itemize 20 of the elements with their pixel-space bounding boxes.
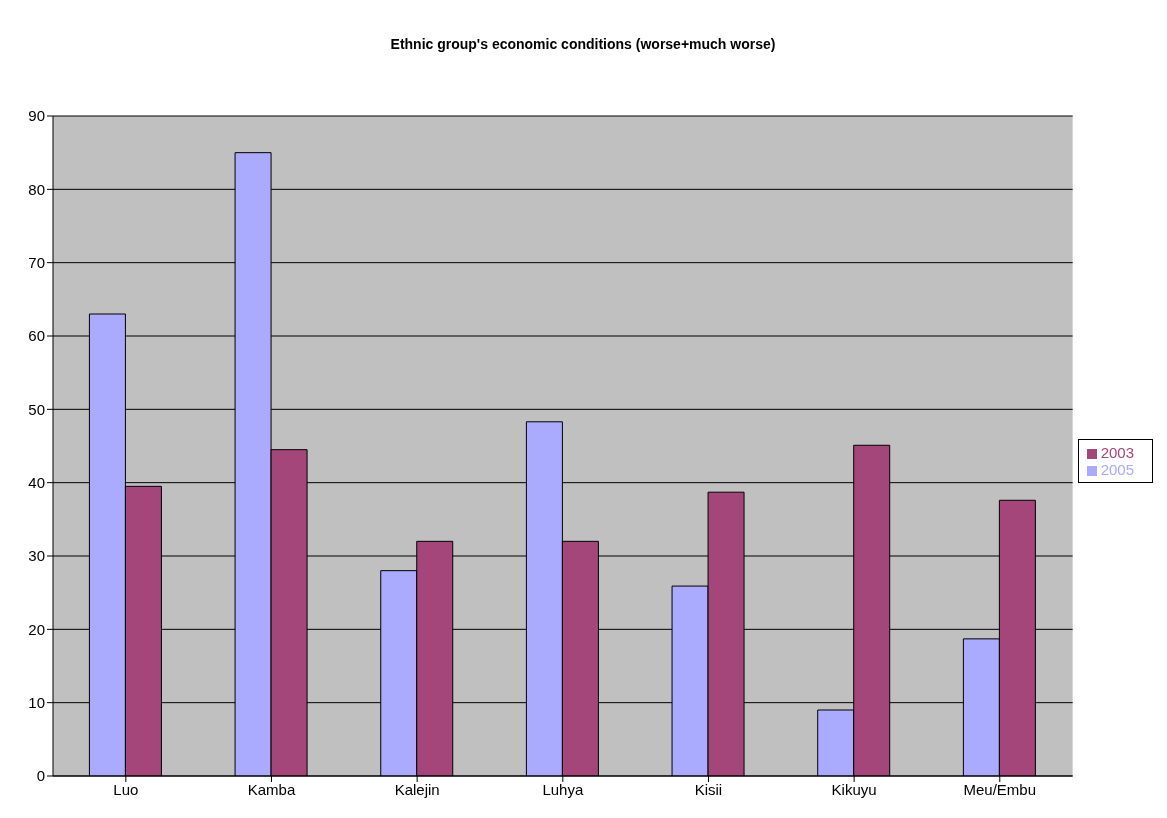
y-tick-label: 60 bbox=[28, 327, 45, 345]
legend-label: 2003 bbox=[1100, 444, 1134, 461]
x-tick-label: Kalejin bbox=[394, 780, 440, 798]
y-tick-label: 40 bbox=[28, 473, 45, 491]
y-tick-label: 30 bbox=[28, 547, 45, 565]
y-tick-label: 80 bbox=[28, 180, 45, 198]
y-tick-label: 50 bbox=[28, 400, 45, 418]
x-tick-label: Luhya bbox=[542, 780, 584, 798]
legend-label: 2005 bbox=[1100, 461, 1134, 478]
x-tick-label: Luo bbox=[113, 780, 139, 798]
chart-title: Ethnic group's economic conditions (worse+much worse) bbox=[389, 35, 777, 54]
y-tick-label: 20 bbox=[28, 620, 45, 638]
x-tick-label: Kamba bbox=[247, 780, 296, 798]
y-tick-label: 10 bbox=[28, 693, 45, 711]
x-tick-label: Kisii bbox=[694, 780, 723, 798]
x-tick-label: Meu/Embu bbox=[963, 780, 1037, 798]
x-tick-label: Kikuyu bbox=[831, 780, 877, 798]
y-tick-label: 90 bbox=[28, 107, 45, 125]
y-tick-label: 0 bbox=[36, 767, 45, 785]
y-tick-label: 70 bbox=[28, 253, 45, 271]
